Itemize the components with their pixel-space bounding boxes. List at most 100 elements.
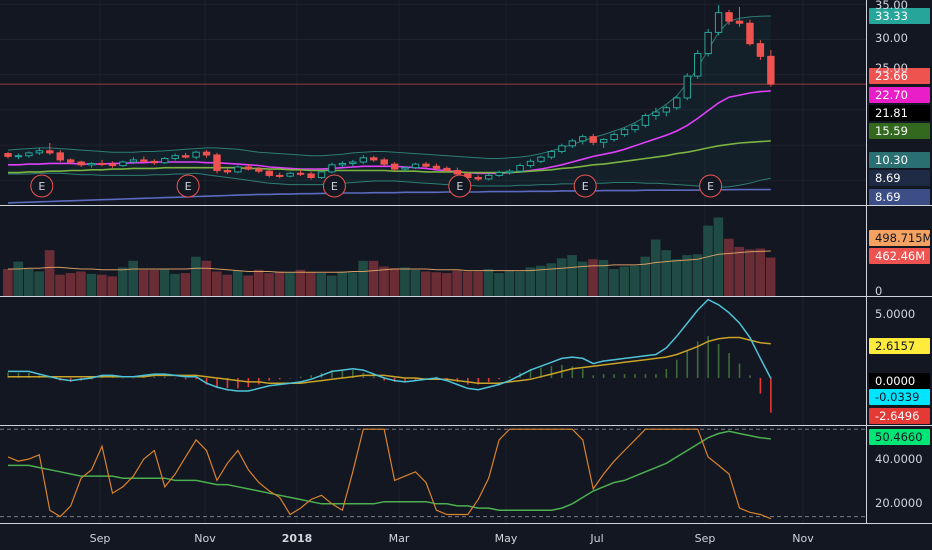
volume-bar xyxy=(755,248,765,296)
candle-body xyxy=(56,152,64,161)
candle-body xyxy=(161,158,169,164)
volume-bar xyxy=(306,272,316,296)
axis-price-label: 33.33 xyxy=(869,8,930,24)
volume-bar xyxy=(410,269,421,296)
candle-body xyxy=(192,151,200,158)
axis-price-label: 50.4660 xyxy=(869,429,930,445)
candle-body xyxy=(286,172,294,177)
volume-bar xyxy=(97,274,107,296)
candle-body xyxy=(223,169,232,173)
axis-price-label-bg xyxy=(869,373,930,389)
earnings-marker-circle xyxy=(699,174,723,198)
candle-body xyxy=(547,150,556,158)
volume-bar xyxy=(630,265,640,296)
earnings-marker-label: E xyxy=(185,180,192,193)
earnings-marker: E xyxy=(30,174,54,198)
axis-price-label: 8.69 xyxy=(869,189,930,205)
axis-price-label-bg xyxy=(869,189,930,205)
axis-price-label: -0.0339 xyxy=(869,389,930,405)
volume-bar xyxy=(703,225,713,296)
candle-body xyxy=(558,145,566,152)
axis-tick-label: 35.00 xyxy=(875,0,908,12)
volume-bar xyxy=(504,270,515,296)
macd-histogram-bar xyxy=(237,377,239,389)
volume-bar xyxy=(295,269,306,296)
macd-histogram-bar xyxy=(623,374,626,378)
volume-bar xyxy=(264,273,274,296)
x-tick-label: Nov xyxy=(194,532,216,545)
candle-body xyxy=(694,53,702,77)
volume-bar xyxy=(3,269,13,296)
axis-price-label-text: 50.4660 xyxy=(875,430,923,444)
candle-body xyxy=(370,157,378,161)
axis-price-label-text: 33.33 xyxy=(875,9,908,23)
volume-bar xyxy=(232,270,243,296)
candle-body xyxy=(25,152,33,157)
candle-body xyxy=(474,177,482,180)
macd-histogram-bar xyxy=(487,377,490,382)
candle-body xyxy=(714,12,723,33)
candle-body xyxy=(401,167,409,170)
pane-dividers xyxy=(0,0,932,524)
axis-price-label-bg xyxy=(869,230,930,246)
volume-bar xyxy=(274,271,285,296)
candle-body xyxy=(537,156,545,162)
macd-line xyxy=(8,298,772,392)
candle-body xyxy=(390,163,399,170)
volume-bar xyxy=(358,260,368,296)
candle-body xyxy=(213,154,221,171)
macd-histogram-bar xyxy=(153,376,156,378)
volume-bar xyxy=(138,269,149,296)
macd-histogram-bar xyxy=(17,372,20,378)
x-tick-label: 2018 xyxy=(282,532,313,545)
macd-histogram-bar xyxy=(341,370,344,378)
volume-bar xyxy=(661,250,671,296)
volume-bar xyxy=(619,266,630,296)
macd-histogram-bar xyxy=(372,376,375,378)
candle-body xyxy=(265,170,273,176)
volume-bar xyxy=(253,269,264,296)
macd-histogram-bar xyxy=(655,374,657,378)
volume-bar xyxy=(598,260,609,296)
candle-body xyxy=(516,165,524,172)
price-axis[interactable]: 33.33 30.00 23.66 22.70 21.81 15.59 10.30 8.69 8… xyxy=(869,0,932,510)
earnings-marker-circle xyxy=(30,174,54,198)
candle-body xyxy=(181,155,190,158)
volume-bar xyxy=(640,256,651,296)
volume-bar xyxy=(201,260,212,296)
candle-body xyxy=(255,168,263,172)
axis-price-label: 23.66 xyxy=(869,68,930,84)
axis-price-label-bg xyxy=(869,8,930,24)
candle-body xyxy=(276,174,284,177)
volume-bar xyxy=(609,269,619,296)
volume-bar xyxy=(316,273,327,296)
x-tick-label: Nov xyxy=(792,532,814,545)
macd-histogram-bar xyxy=(122,377,124,379)
volume-bar xyxy=(170,273,180,296)
volume-pane xyxy=(3,217,776,296)
volume-bar xyxy=(588,259,598,296)
candle-body xyxy=(87,162,96,166)
macd-histogram-bar xyxy=(613,374,615,378)
axis-price-label-bg xyxy=(869,338,930,354)
axis-price-label-bg xyxy=(869,105,930,121)
candle-body xyxy=(202,151,211,156)
volume-bar xyxy=(671,259,682,296)
macd-histogram-bar xyxy=(508,376,511,378)
bollinger-lower-line xyxy=(8,172,771,188)
axis-price-label-text: 2.6157 xyxy=(875,339,915,353)
volume-bar xyxy=(431,272,442,296)
volume-bar xyxy=(515,271,525,296)
candle-body xyxy=(767,55,775,85)
axis-price-label-bg xyxy=(869,170,930,186)
macd-histogram-bar xyxy=(383,377,385,381)
candle-body xyxy=(746,22,754,45)
axis-price-label-text: 23.66 xyxy=(875,69,908,83)
rsi-slow-line xyxy=(8,430,771,511)
axis-price-label-text: -2.6496 xyxy=(875,409,919,423)
axis-price-label-text: 0 xyxy=(875,284,882,298)
axis-price-label-text: 8.69 xyxy=(875,171,901,185)
macd-histogram-bar xyxy=(738,363,741,378)
volume-bar xyxy=(379,266,389,296)
candle-body xyxy=(296,172,305,175)
